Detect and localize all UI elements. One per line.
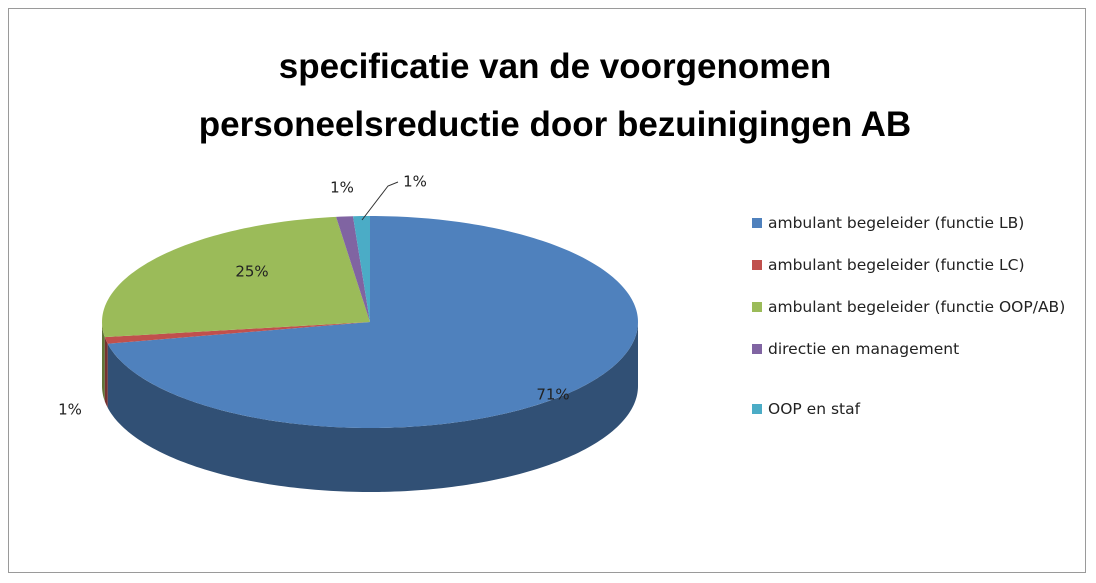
data-label: 1% xyxy=(403,173,427,191)
slice-side xyxy=(107,322,638,492)
legend-swatch xyxy=(752,260,762,270)
slice-side xyxy=(104,337,108,408)
slice xyxy=(102,216,370,338)
legend-swatch xyxy=(752,344,762,354)
data-label: 25% xyxy=(235,263,268,281)
slice-side xyxy=(102,322,105,402)
legend-item: ambulant begeleider (functie OOP/AB) xyxy=(752,294,1082,320)
data-label: 1% xyxy=(330,179,354,197)
chart-frame xyxy=(8,8,1086,573)
legend-item: ambulant begeleider (functie LB) xyxy=(752,210,1082,236)
data-label: 71% xyxy=(536,386,569,404)
legend-label: ambulant begeleider (functie LC) xyxy=(768,256,1025,274)
legend-label: ambulant begeleider (functie OOP/AB) xyxy=(768,298,1066,316)
data-label: 1% xyxy=(58,401,82,419)
legend-swatch xyxy=(752,302,762,312)
slice xyxy=(336,216,370,322)
legend-item: directie en management xyxy=(752,336,1082,362)
legend-label: directie en management xyxy=(768,340,960,358)
legend-swatch xyxy=(752,218,762,228)
legend-swatch xyxy=(752,404,762,414)
slice xyxy=(107,216,638,428)
legend-label: OOP en staf xyxy=(768,400,861,418)
leader-line xyxy=(361,181,399,221)
legend-item: OOP en staf xyxy=(752,396,1082,422)
chart-title: specificatie van de voorgenomen personee… xyxy=(198,47,912,144)
slice xyxy=(104,322,371,344)
legend-label: ambulant begeleider (functie LB) xyxy=(768,214,1025,232)
slice xyxy=(353,216,370,322)
legend: ambulant begeleider (functie LB) ambulant… xyxy=(752,210,1082,422)
legend-item: ambulant begeleider (functie LC) xyxy=(752,252,1082,278)
